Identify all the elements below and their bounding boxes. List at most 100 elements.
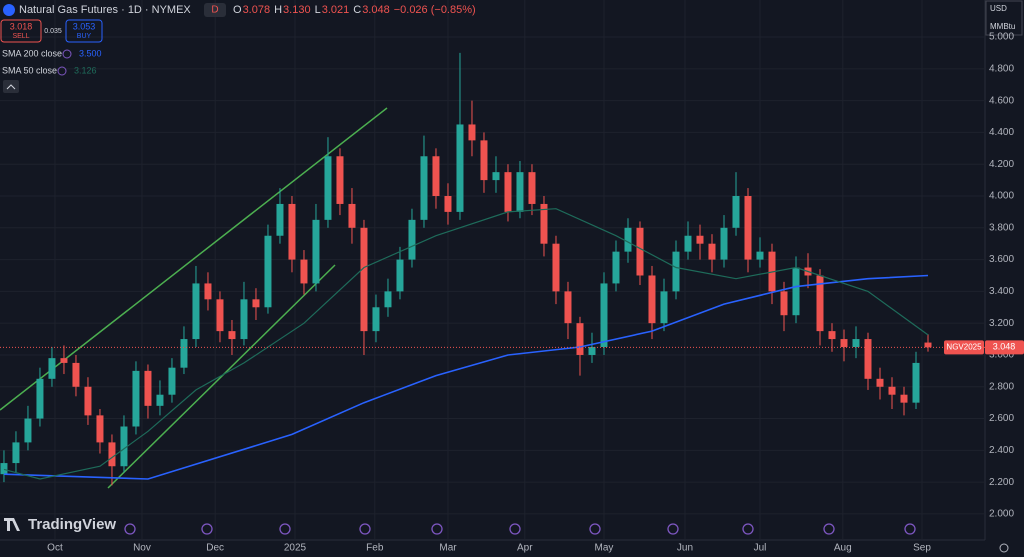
x-tick-label: Nov bbox=[133, 543, 151, 554]
flag: D bbox=[211, 5, 218, 16]
candle-body bbox=[480, 140, 488, 181]
symbol-title[interactable]: Natural Gas Futures · 1D · NYMEX bbox=[19, 4, 191, 16]
candle-body bbox=[384, 291, 392, 308]
candle-body bbox=[432, 156, 440, 197]
candle-body bbox=[60, 358, 68, 363]
candle-body bbox=[792, 267, 800, 316]
price-tag-label: 3.048 bbox=[993, 342, 1016, 352]
x-tick-label: 2025 bbox=[284, 543, 307, 554]
candle-body bbox=[396, 259, 404, 292]
legend-icon[interactable] bbox=[62, 49, 72, 59]
candle-body bbox=[192, 283, 200, 340]
candle-body bbox=[648, 275, 656, 324]
symbol-tag bbox=[944, 340, 984, 355]
candle-body bbox=[456, 124, 464, 212]
x-tick-label: Sep bbox=[913, 543, 931, 554]
buy-button[interactable] bbox=[65, 19, 103, 43]
ohlc-value: 3.130 bbox=[283, 4, 311, 16]
plot bbox=[0, 52, 985, 486]
y-tick-label: 2.600 bbox=[989, 413, 1014, 424]
candle-body bbox=[840, 339, 848, 348]
candle-body bbox=[252, 299, 260, 308]
candle-body bbox=[540, 203, 548, 244]
candle-body bbox=[144, 370, 152, 406]
legend-value: 3.126 bbox=[74, 65, 97, 75]
candle-body bbox=[744, 196, 752, 260]
candle-body bbox=[900, 394, 908, 403]
candle-body bbox=[444, 196, 452, 212]
spread: 0.035 bbox=[44, 28, 62, 35]
x-tick-label: Dec bbox=[206, 543, 224, 554]
candle-body bbox=[0, 463, 8, 475]
candle-body bbox=[468, 124, 476, 141]
candle-body bbox=[360, 227, 368, 332]
candle-body bbox=[636, 227, 644, 276]
y-tick-label: 3.600 bbox=[989, 254, 1014, 265]
settings-icon[interactable] bbox=[999, 543, 1009, 553]
y-tick-label: 3.400 bbox=[989, 286, 1014, 297]
candle-body bbox=[300, 259, 308, 284]
collapse-icon bbox=[6, 84, 16, 90]
candle-body bbox=[756, 251, 764, 260]
candle-body bbox=[72, 362, 80, 387]
y-tick-label: 4.400 bbox=[989, 127, 1014, 138]
candle-body bbox=[312, 219, 320, 284]
candle-body bbox=[276, 203, 284, 236]
currency: USD bbox=[990, 4, 1007, 13]
legend-icon[interactable] bbox=[57, 66, 67, 76]
y-tick-label: 3.200 bbox=[989, 318, 1014, 329]
candle-body bbox=[864, 339, 872, 379]
candle-body bbox=[912, 362, 920, 403]
unit: MMBtu bbox=[990, 22, 1015, 31]
ohlc-value: 3.048 bbox=[362, 4, 390, 16]
candle-body bbox=[204, 283, 212, 300]
candle-body bbox=[120, 426, 128, 467]
candle-body bbox=[84, 386, 92, 416]
collapse-button[interactable] bbox=[3, 80, 19, 93]
candle-body bbox=[588, 347, 596, 355]
sell-price: 3.018 bbox=[10, 21, 33, 31]
candle-body bbox=[12, 442, 20, 464]
price-tag bbox=[985, 340, 1024, 355]
candle-body bbox=[612, 251, 620, 284]
ohlc-value: 3.021 bbox=[322, 4, 350, 16]
ohlc-label: O bbox=[233, 4, 242, 16]
candle-body bbox=[528, 172, 536, 204]
legend-name: SMA 50 close bbox=[2, 65, 57, 75]
y-tick-label: 2.000 bbox=[989, 509, 1014, 520]
y-tick-label: 3.800 bbox=[989, 222, 1014, 233]
sell-label: SELL bbox=[12, 33, 29, 40]
y-tick-label: 4.000 bbox=[989, 191, 1014, 202]
buy-label: BUY bbox=[77, 33, 92, 40]
candle-body bbox=[876, 378, 884, 387]
candle-body bbox=[828, 331, 836, 340]
ohlc-label: C bbox=[353, 4, 361, 16]
sma-line bbox=[3, 208, 929, 480]
candle-body bbox=[372, 307, 380, 332]
buy-price: 3.053 bbox=[73, 21, 96, 31]
ohlc-label: L bbox=[315, 4, 321, 16]
x-tick-label: Jul bbox=[754, 543, 767, 554]
candle-body bbox=[348, 203, 356, 228]
candle-body bbox=[216, 299, 224, 332]
candle-body bbox=[708, 243, 716, 260]
y-tick-label: 4.800 bbox=[989, 63, 1014, 74]
trend-line bbox=[107, 264, 336, 489]
y-tick-label: 2.200 bbox=[989, 477, 1014, 488]
candle-body bbox=[228, 331, 236, 340]
candle-body bbox=[660, 291, 668, 324]
y-tick-label: 2.400 bbox=[989, 445, 1014, 456]
logo-icon bbox=[4, 518, 20, 531]
unit-box[interactable] bbox=[985, 0, 1023, 36]
candle-body bbox=[240, 299, 248, 340]
logo: TradingView bbox=[28, 516, 116, 533]
x-tick-label: Oct bbox=[47, 543, 63, 554]
candle-body bbox=[816, 275, 824, 332]
y-tick-label: 4.200 bbox=[989, 159, 1014, 170]
sell-button[interactable] bbox=[0, 19, 42, 43]
flag-box bbox=[204, 3, 226, 17]
y-tick-label: 3.000 bbox=[989, 350, 1014, 361]
candle-body bbox=[156, 394, 164, 406]
